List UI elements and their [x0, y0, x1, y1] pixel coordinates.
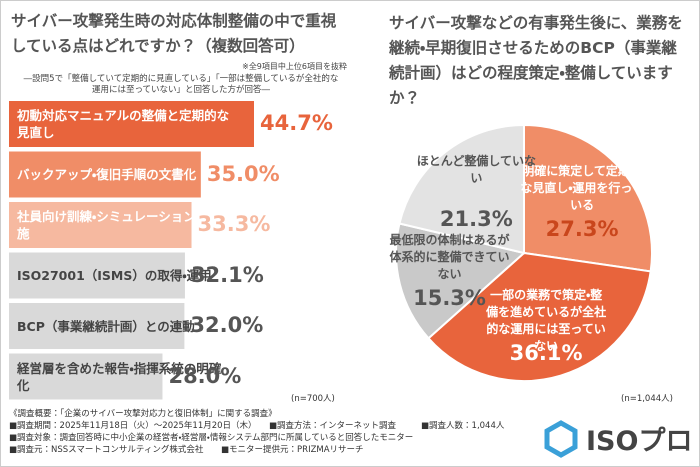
- logo: ISOプロ: [586, 426, 693, 457]
- value-label: 15.3%: [413, 285, 486, 310]
- value-label: 35.0%: [206, 161, 280, 186]
- category-label: 経営層を含めた報告・指揮系統の明確化: [17, 360, 222, 393]
- bar: [9, 353, 163, 400]
- note: ※全9項目中上位6項目を抜粋: [242, 62, 347, 71]
- footer-item: ■モニター提供元：PRIZMAリサーチ: [221, 445, 364, 455]
- slice-label: 明確に策定して定期的な見直し・運用を行っている: [520, 163, 644, 212]
- value-label: 28.0%: [168, 363, 242, 388]
- chart-title: サイバー攻撃などの有事発生後に、業務を継続・早期復旧させるためのBCP（事業継続…: [389, 14, 683, 107]
- value-label: 27.3%: [545, 216, 619, 241]
- category-label: BCP（事業継続計画）との連動: [17, 318, 195, 334]
- bar: [9, 252, 185, 299]
- slice-label: ほとんど整備していない: [416, 153, 536, 185]
- category-label: 社員向け訓練・シミュレーションの実施: [17, 209, 221, 241]
- footer-item: ■調査方法：インターネット調査: [269, 421, 397, 431]
- logo-icon: [544, 420, 578, 458]
- subtitle: ―設問5で「整備していて定期的に見直している」「一部は整備しているが全社的な運用…: [23, 74, 339, 95]
- value-label: 33.3%: [197, 212, 271, 236]
- chart-title: サイバー攻撃発生時の対応体制整備の中で重視している点はどれですか？（複数回答可）: [11, 12, 337, 55]
- footer-item: ■調査対象：調査回答時に中小企業の経営者・経営層・情報システム部門に所属している…: [9, 433, 414, 443]
- value-label: 44.7%: [260, 111, 333, 135]
- value-label: 21.3%: [439, 206, 513, 231]
- slice-label: 最低限の体制はあるが体系的に整備できていない: [389, 232, 510, 281]
- sample-size: (n=700人): [291, 394, 335, 404]
- bar: [9, 101, 254, 147]
- pie-slice: [395, 222, 527, 340]
- category-label: ISO27001（ISMS）の取得・運用: [17, 268, 212, 283]
- bar: [9, 303, 185, 349]
- slice-label: 一部の業務で策定・整備を進めているが全社的な運用には至っていない: [486, 287, 607, 353]
- value-label: 32.0%: [190, 313, 264, 337]
- footer-item: ■調査人数：1,044人: [421, 421, 505, 431]
- pie-slice: [427, 251, 652, 382]
- value-label: 32.1%: [190, 262, 264, 287]
- category-label: 初動対応マニュアルの整備と定期的な見直し: [17, 108, 230, 140]
- value-label: 36.1%: [509, 340, 583, 365]
- category-label: バックアップ・復旧手順の文書化: [17, 167, 197, 182]
- footer-heading: 《調査概要：「企業のサイバー攻撃対応力と復旧体制」に関する調査》: [9, 409, 277, 419]
- bar: [9, 151, 201, 198]
- footer-item: ■調査元：NSSスマートコンサルティング株式会社: [9, 445, 204, 455]
- pie-slice: [523, 123, 653, 273]
- pie-slice: [398, 123, 525, 255]
- footer-item: ■調査期間：2025年11月18日（火）～2025年11月20日（木）: [9, 421, 257, 431]
- bar: [9, 202, 192, 248]
- sample-size: (n=1,044人): [621, 394, 673, 404]
